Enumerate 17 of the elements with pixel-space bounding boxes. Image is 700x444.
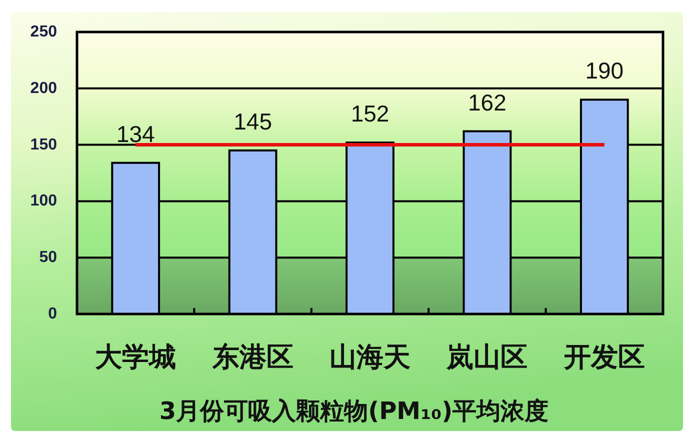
x-tick-label: 大学城: [95, 342, 176, 373]
data-label: 145: [234, 108, 272, 134]
x-tick-label: 开发区: [562, 342, 645, 373]
data-label: 152: [350, 100, 390, 127]
data-label: 162: [468, 89, 506, 116]
y-tick-label: 200: [30, 80, 58, 97]
data-label: 190: [585, 58, 624, 84]
y-tick-label: 100: [30, 192, 58, 210]
x-tick-label: 东港区: [211, 342, 294, 373]
text: 3月份可吸入颗粒物(PM₁₀)平均浓度: [159, 397, 549, 425]
y-tick-label: 250: [30, 24, 58, 40]
x-tick-label: 岚山区: [446, 342, 528, 373]
y-tick-label: 150: [30, 136, 58, 154]
y-tick-label: 50: [39, 249, 58, 266]
x-tick-label: 山海天: [330, 342, 410, 373]
data-label: 134: [116, 120, 155, 147]
y-tick-label: 0: [48, 306, 58, 322]
